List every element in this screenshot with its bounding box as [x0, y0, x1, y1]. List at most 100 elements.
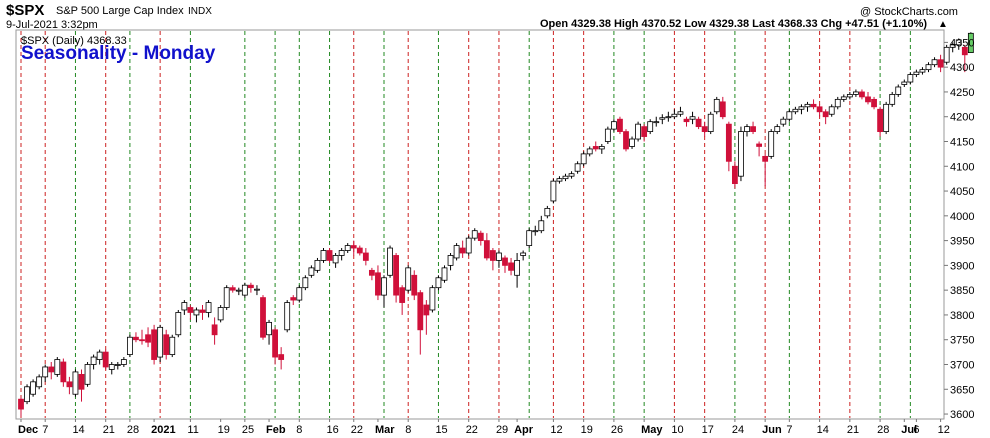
candle-body: [677, 111, 684, 115]
candle-body: [169, 336, 176, 355]
candle-body: [133, 336, 139, 341]
candle-body: [913, 71, 920, 75]
candle-body: [955, 39, 962, 46]
candle-body: [853, 91, 859, 95]
candle-body: [556, 178, 563, 182]
plot-area: [15, 29, 945, 420]
candle-body: [90, 356, 97, 365]
security-name: S&P 500 Large Cap Index: [56, 5, 184, 17]
candle-body: [235, 289, 242, 292]
candle-body: [598, 146, 605, 150]
candle-body: [756, 143, 762, 147]
candle-body: [447, 255, 454, 266]
candle-body: [78, 374, 85, 390]
x-tick-label: 19: [218, 424, 230, 436]
candle-body: [520, 252, 527, 256]
candle-body: [502, 257, 508, 266]
candle-body: [508, 262, 514, 271]
candle-body: [871, 98, 877, 108]
candle-body: [701, 126, 708, 132]
candle-body: [54, 359, 61, 375]
candle-body: [266, 321, 272, 336]
candle-body: [405, 267, 412, 291]
candle-body: [120, 359, 127, 365]
candle-body: [489, 250, 496, 261]
x-tick-label: Apr: [514, 424, 534, 436]
y-tick-label: 3950: [950, 236, 974, 248]
candle-body: [72, 371, 79, 395]
candle-body: [774, 126, 781, 132]
candle-body: [574, 163, 581, 172]
candle-body: [671, 113, 678, 118]
x-tick-label: 7: [786, 424, 792, 436]
candle-body: [260, 297, 266, 338]
candle-body: [314, 260, 321, 271]
candle-body: [175, 312, 182, 336]
x-tick-label: 8: [405, 424, 411, 436]
y-tick-label: 3850: [950, 285, 974, 297]
candle-body: [356, 247, 363, 254]
x-tick-label: 12: [938, 424, 950, 436]
candle-body: [362, 252, 369, 261]
candle-body: [423, 304, 430, 316]
candle-body: [127, 336, 133, 355]
candle-body: [48, 366, 55, 373]
x-tick-label: 19: [581, 424, 593, 436]
candle-body: [181, 302, 188, 311]
overlay-title: Seasonality - Monday: [21, 43, 216, 64]
candle-body: [393, 255, 400, 296]
candle-body: [272, 329, 279, 358]
candle-body: [326, 250, 333, 261]
candle-body: [623, 131, 629, 150]
candle-body: [30, 381, 37, 395]
x-tick-label: 28: [877, 424, 889, 436]
x-tick-label: 15: [435, 424, 447, 436]
x-tick-label: 10: [671, 424, 683, 436]
candle-body: [24, 386, 30, 403]
candle-body: [949, 44, 956, 48]
candle-body: [840, 96, 847, 100]
x-tick-label: Jun: [762, 424, 782, 436]
x-tick-label: Mar: [375, 424, 395, 436]
candle-body: [284, 302, 291, 331]
candle-body: [254, 288, 260, 291]
x-tick-label: 14: [817, 424, 829, 436]
candle-body: [768, 131, 775, 157]
candle-body: [344, 245, 351, 251]
candle-body: [931, 59, 938, 66]
candle-body: [193, 309, 200, 316]
candle-body: [211, 324, 218, 336]
candle-body: [738, 131, 744, 177]
candle-body: [804, 103, 811, 108]
candle-body: [889, 94, 896, 105]
candles: [18, 32, 974, 417]
candle-body: [629, 138, 635, 147]
x-tick-label: 22: [466, 424, 478, 436]
candle-body: [744, 126, 750, 132]
candle-body: [732, 165, 738, 185]
y-tick-label: 3900: [950, 260, 974, 272]
candle-body: [223, 287, 230, 308]
candle-body: [247, 284, 254, 289]
candle-body: [205, 302, 212, 313]
x-tick-label: 14: [72, 424, 84, 436]
candle-body: [828, 106, 835, 115]
candle-body: [895, 86, 902, 95]
monday-lines: [20, 31, 911, 418]
candle-body: [611, 121, 617, 130]
candle-body: [302, 277, 309, 289]
candle-body: [66, 381, 73, 388]
candle-body: [429, 287, 436, 311]
candle-body: [387, 247, 393, 276]
candle-body: [296, 287, 303, 301]
x-tick-label: 11: [187, 424, 198, 436]
x-tick-label: Dec: [18, 424, 38, 436]
y-tick-label: 3600: [950, 409, 974, 421]
candle-body: [381, 277, 387, 296]
candle-body: [18, 398, 24, 410]
candle-body: [60, 361, 67, 383]
candle-body: [278, 354, 285, 360]
candle-body: [241, 284, 248, 296]
candle-body: [96, 351, 103, 360]
